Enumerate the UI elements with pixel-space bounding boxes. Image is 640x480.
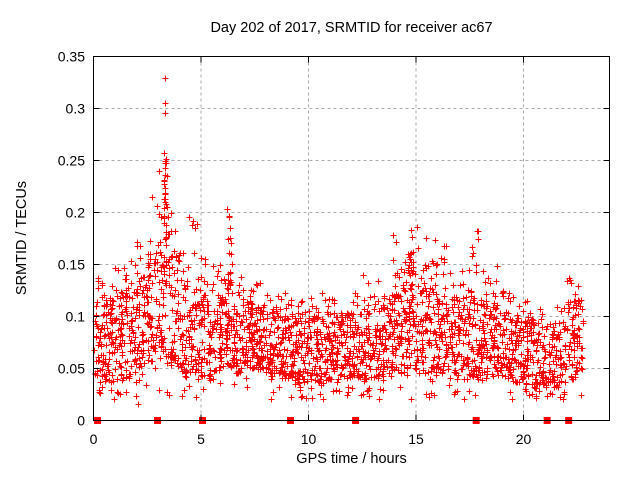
scatter-points [91,75,587,408]
y-tick-label: 0.25 [58,153,85,169]
y-tick-label: 0.15 [58,257,85,273]
y-tick-label: 0.05 [58,361,85,377]
y-tick-label: 0.3 [66,101,86,117]
plot-border [93,56,610,421]
y-tick-label: 0.2 [66,205,86,221]
y-tick-label: 0 [77,413,85,429]
y-axis-title: SRMTID / TECUs [14,180,30,296]
x-tick-label: 10 [301,431,317,447]
x-tick-label: 5 [197,431,205,447]
x-tick-label: 15 [408,431,424,447]
y-tick-label: 0.35 [58,49,85,65]
chart-title: Day 202 of 2017, SRMTID for receiver ac6… [210,20,493,36]
x-axis-title: GPS time / hours [296,451,407,467]
y-tick-label: 0.1 [66,309,86,325]
x-tick-label: 20 [516,431,532,447]
x-tick-label: 0 [90,431,98,447]
